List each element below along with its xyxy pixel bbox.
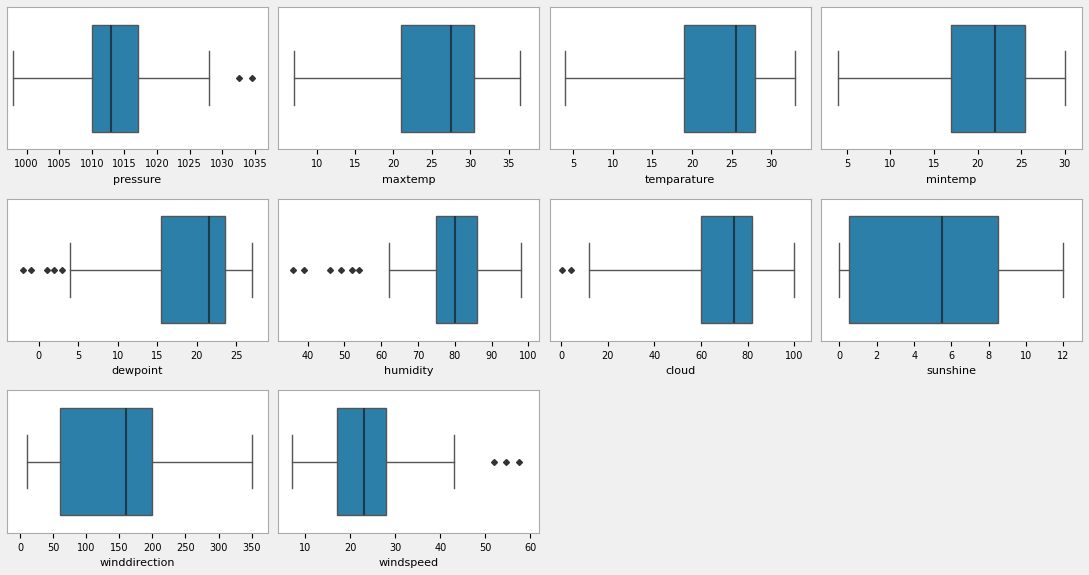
- PathPatch shape: [437, 216, 477, 323]
- X-axis label: winddirection: winddirection: [100, 558, 175, 568]
- PathPatch shape: [684, 25, 756, 132]
- PathPatch shape: [60, 408, 152, 515]
- X-axis label: humidity: humidity: [384, 366, 433, 377]
- PathPatch shape: [161, 216, 224, 323]
- X-axis label: temparature: temparature: [645, 175, 715, 185]
- X-axis label: maxtemp: maxtemp: [382, 175, 436, 185]
- X-axis label: dewpoint: dewpoint: [112, 366, 163, 377]
- PathPatch shape: [701, 216, 752, 323]
- PathPatch shape: [848, 216, 999, 323]
- X-axis label: sunshine: sunshine: [927, 366, 977, 377]
- PathPatch shape: [337, 408, 387, 515]
- X-axis label: cloud: cloud: [665, 366, 695, 377]
- PathPatch shape: [401, 25, 474, 132]
- X-axis label: mintemp: mintemp: [927, 175, 977, 185]
- PathPatch shape: [91, 25, 137, 132]
- PathPatch shape: [952, 25, 1026, 132]
- X-axis label: windspeed: windspeed: [379, 558, 439, 568]
- X-axis label: pressure: pressure: [113, 175, 161, 185]
